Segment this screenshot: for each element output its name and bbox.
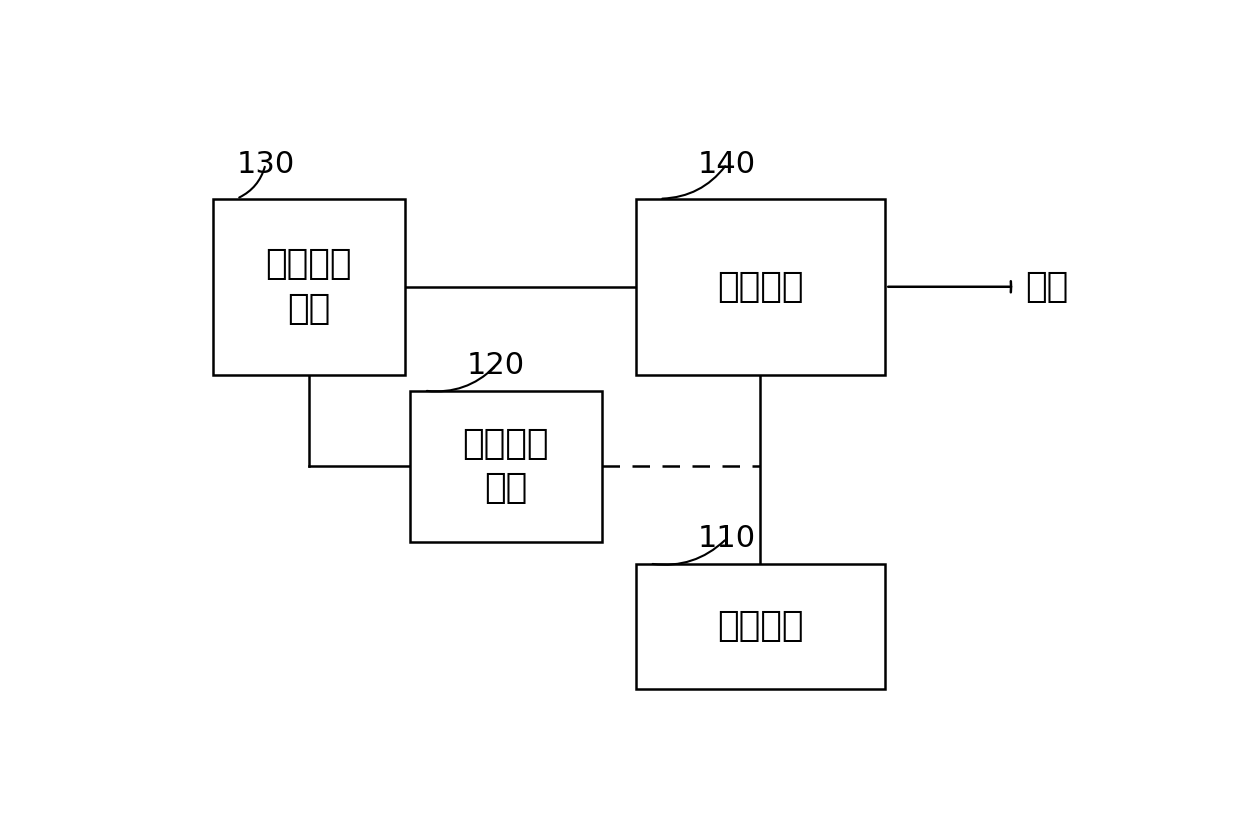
Bar	[635, 199, 885, 375]
Text: 卫星: 卫星	[1024, 270, 1068, 304]
Text: 选通单元: 选通单元	[717, 270, 804, 304]
Text: 110: 110	[698, 524, 756, 553]
Bar	[635, 564, 885, 690]
Text: 120: 120	[467, 351, 526, 380]
Text: 130: 130	[237, 150, 295, 179]
Text: 第二控制
单元: 第二控制 单元	[265, 248, 352, 326]
Bar	[409, 391, 601, 542]
Bar	[213, 199, 404, 375]
Text: 供电单元: 供电单元	[717, 609, 804, 644]
Text: 第一控制
单元: 第一控制 单元	[463, 426, 549, 506]
Text: 140: 140	[698, 150, 756, 179]
